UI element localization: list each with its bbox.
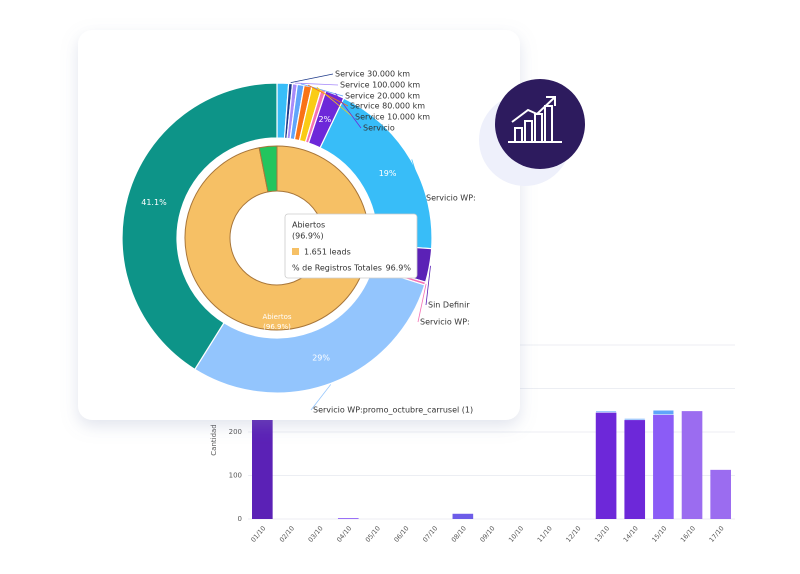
y-axis-label: Cantidad	[210, 424, 218, 455]
slice-name-label: Service 20.000 km	[345, 92, 420, 101]
donut-slice	[193, 267, 426, 394]
x-tick-label: 06/10	[392, 524, 410, 543]
y-tick-label: 200	[229, 428, 242, 436]
leader-line	[411, 159, 425, 199]
leader-line	[295, 82, 339, 86]
tooltip-metric-value: 96.9%	[386, 264, 412, 273]
bar	[652, 410, 674, 415]
slice-name-label: Servicio	[363, 124, 395, 133]
x-tick-label: 11/10	[536, 524, 554, 543]
slice-name-label: Servicio WP:	[426, 194, 476, 203]
slice-value-label: 19%	[379, 169, 397, 178]
x-tick-label: 17/10	[708, 524, 726, 543]
leader-line	[316, 86, 354, 118]
tooltip-percent: (96.9%)	[292, 232, 324, 241]
bar	[624, 419, 646, 519]
slice-name-label: Servicio WP:	[420, 318, 470, 327]
tooltip-metric-label: % de Registros Totales	[292, 264, 382, 273]
tooltip-box	[284, 213, 418, 279]
x-tick-label: 13/10	[593, 524, 611, 543]
tooltip-leads: 1.651 leads	[304, 248, 351, 257]
leader-line	[417, 283, 427, 323]
donut-slice	[258, 145, 278, 193]
x-tick-label: 10/10	[507, 524, 525, 543]
leader-line	[307, 84, 349, 107]
slice-value-label: (96.9%)	[263, 323, 291, 331]
x-tick-label: 15/10	[650, 524, 668, 543]
slice-name-label: Service 10.000 km	[355, 113, 430, 122]
x-tick-label: 14/10	[622, 524, 640, 543]
leader-line	[290, 73, 334, 83]
donut-slice	[121, 82, 278, 371]
x-tick-label: 04/10	[335, 524, 353, 543]
slice-name-label: Sin Definir	[428, 301, 470, 310]
leader-line	[310, 384, 332, 411]
x-tick-label: 09/10	[478, 524, 496, 543]
growth-icon	[479, 79, 585, 186]
x-tick-label: 07/10	[421, 524, 439, 543]
slice-name-label: Service 100.000 km	[340, 81, 420, 90]
donut-chart: 2%19%3.5%29%41.1%Service 30.000 kmServic…	[121, 70, 476, 415]
x-tick-label: 03/10	[307, 524, 325, 543]
x-tick-label: 16/10	[679, 524, 697, 543]
slice-name-label: Abiertos	[262, 313, 291, 321]
bar	[595, 410, 617, 413]
slice-value-label: 29%	[312, 354, 330, 363]
leader-line	[335, 93, 362, 129]
slice-value-label: 2%	[319, 115, 332, 124]
bar	[653, 414, 674, 519]
y-tick-label: 0	[238, 515, 242, 523]
bar	[595, 412, 617, 519]
x-tick-label: 02/10	[278, 524, 296, 543]
y-tick-label: 100	[229, 472, 242, 480]
leader-line	[425, 265, 431, 306]
tooltip-title: Abiertos	[292, 221, 325, 230]
slice-name-label: Service 30.000 km	[335, 70, 410, 79]
slice-name-label: Service 80.000 km	[350, 102, 425, 111]
tooltip: Abiertos (96.9%) 1.651 leads % de Registros…	[284, 213, 418, 279]
bar	[452, 513, 474, 519]
x-tick-label: 08/10	[450, 524, 468, 543]
bar	[710, 469, 731, 519]
x-tick-label: 12/10	[564, 524, 582, 543]
slice-name-label: Servicio WP:promo_octubre_carrusel (1)	[313, 406, 473, 415]
bar	[681, 411, 703, 519]
x-tick-label: 05/10	[364, 524, 382, 543]
tooltip-swatch	[292, 248, 299, 255]
bar	[337, 518, 359, 519]
x-tick-label: 01/10	[249, 524, 267, 543]
bar	[624, 418, 646, 421]
slice-value-label: 41.1%	[141, 198, 167, 207]
bar	[252, 388, 273, 519]
